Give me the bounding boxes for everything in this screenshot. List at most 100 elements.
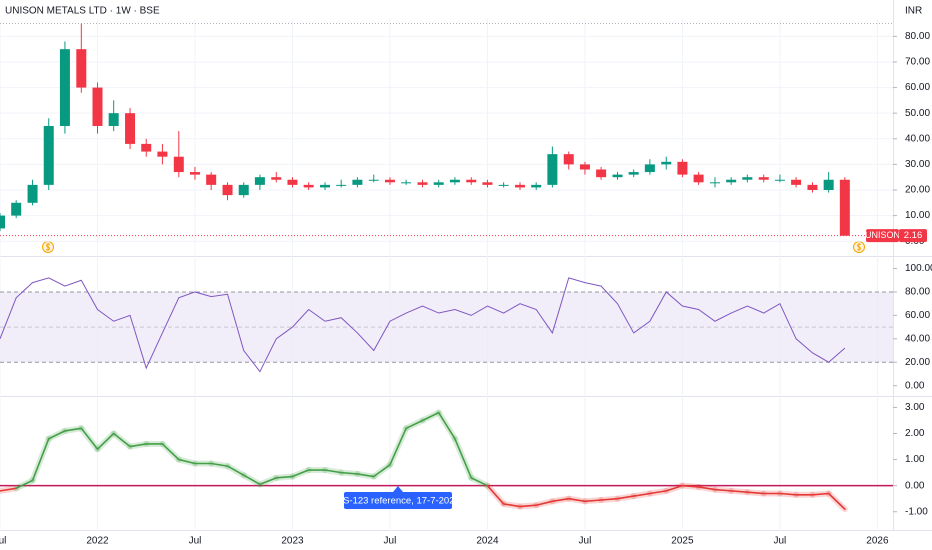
candle-body <box>352 179 363 185</box>
candle-body <box>839 179 850 236</box>
rs-line <box>437 411 456 440</box>
candle-body <box>11 202 22 216</box>
rs-line <box>275 475 294 479</box>
candle-body <box>596 169 607 178</box>
y-tick-label: 20.00 <box>905 185 930 196</box>
rs-line <box>389 427 407 466</box>
price-label: 2.16 <box>904 230 923 241</box>
candle-body <box>547 154 558 185</box>
candle-body <box>563 154 574 165</box>
rs-line <box>779 492 797 496</box>
chart-title: UNISON METALS LTD · 1W · BSE <box>5 6 160 17</box>
rs-line <box>632 492 651 497</box>
candle-body <box>742 177 753 180</box>
candle-body <box>758 177 769 180</box>
candle-body <box>677 161 688 175</box>
candle-body <box>823 179 834 190</box>
x-tick-label: Jul <box>579 536 592 547</box>
rs-line <box>502 503 521 508</box>
candle-body <box>76 49 87 88</box>
rs-line <box>470 477 489 487</box>
rs-line <box>47 430 66 440</box>
rs-line <box>242 474 261 486</box>
rs-line <box>665 484 684 492</box>
x-tick-label: Jul <box>0 536 6 547</box>
annotation: RS-123 reference, 17-7-2023 <box>336 486 460 509</box>
rs-line <box>0 487 17 492</box>
y-tick-label: 3.00 <box>905 402 925 413</box>
rs-line <box>714 488 732 492</box>
candle-body <box>141 143 152 152</box>
y-tick-label: 50.00 <box>905 108 930 119</box>
rs-line <box>421 411 440 422</box>
y-tick-label: 60.00 <box>905 82 930 93</box>
y-tick-label: -1.00 <box>905 506 928 517</box>
y-tick-label: 80.00 <box>905 31 930 42</box>
rs-line <box>535 500 554 507</box>
y-tick-label: 0.00 <box>905 480 925 491</box>
dividend-icon <box>853 241 865 253</box>
candle-body <box>222 184 233 196</box>
candle-body <box>173 156 184 173</box>
x-tick-label: 2022 <box>86 536 109 547</box>
rs-line <box>746 491 765 495</box>
rs-line <box>681 484 700 488</box>
rs-line <box>64 427 83 432</box>
y-tick-label: 1.00 <box>905 454 925 465</box>
candle-body <box>579 164 590 170</box>
candle-body <box>92 87 103 126</box>
rs-line <box>112 432 131 448</box>
candle-body <box>368 179 379 181</box>
rs-line <box>600 497 619 501</box>
rs-line <box>259 477 278 486</box>
candle-body <box>515 184 526 188</box>
candle-body <box>401 182 412 184</box>
candle-body <box>108 113 119 126</box>
candle-body <box>206 174 217 185</box>
candle-body <box>433 182 444 185</box>
candle-body <box>791 179 802 185</box>
candle-body <box>320 184 331 188</box>
x-tick-label: Jul <box>774 536 787 547</box>
rs-line <box>340 471 359 475</box>
candle-body <box>125 113 136 144</box>
rs-line <box>567 497 586 503</box>
symbol-tag <box>866 229 899 243</box>
price-tag <box>899 229 927 243</box>
candle-body <box>43 125 54 185</box>
candle-body <box>271 177 282 180</box>
y-tick-label: 10.00 <box>905 210 930 221</box>
x-tick-label: 2025 <box>671 536 694 547</box>
rs-line <box>697 486 716 491</box>
rs-line <box>405 419 424 430</box>
candle-body <box>466 179 477 183</box>
y-tick-label: 70.00 <box>905 57 930 68</box>
candle-body <box>774 179 785 181</box>
y-tick-label: 80.00 <box>905 287 930 298</box>
rs-line <box>291 469 310 478</box>
candle-body <box>482 182 493 185</box>
candle-body <box>0 215 5 229</box>
rs-line <box>584 499 602 503</box>
candle-body <box>612 174 623 178</box>
rs-line <box>486 484 505 505</box>
rs-line <box>811 492 830 496</box>
x-tick-label: Jul <box>189 536 202 547</box>
candle-body <box>157 151 168 157</box>
x-tick-label: 2023 <box>281 536 304 547</box>
candle-body <box>27 184 38 203</box>
rs-line <box>372 464 391 478</box>
x-tick-label: Jul <box>384 536 397 547</box>
rs-line <box>31 437 50 482</box>
candle-body <box>417 182 428 185</box>
candle-body <box>287 179 298 185</box>
rs-line <box>519 504 537 508</box>
rs-line <box>356 473 375 478</box>
candle-body <box>531 184 542 188</box>
rs-line <box>210 462 229 467</box>
rs-line <box>454 437 473 479</box>
currency-label: INR <box>905 6 922 17</box>
